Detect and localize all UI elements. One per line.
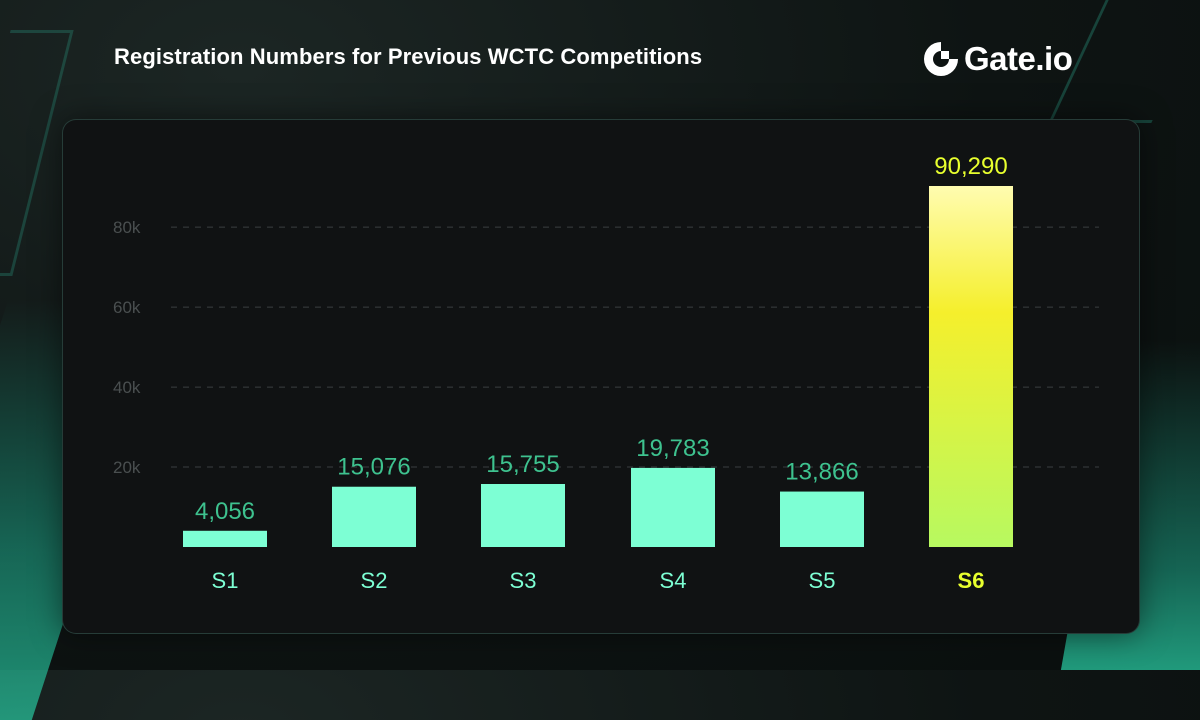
value-label: 4,056 [195,498,255,525]
value-label: 19,783 [636,435,709,462]
category-label: S1 [212,568,239,593]
brand-name: Gate.io [964,40,1073,77]
category-label: S3 [510,568,537,593]
brand-logo: Gate.io [922,38,1073,80]
y-tick-label: 80k [113,218,141,237]
bar-chart: 20k 40k 60k 80k 4,056 S1 15,076 S2 15,755 S3 19,7… [113,153,1099,593]
category-label: S2 [361,568,388,593]
gate-logo-icon [924,42,958,76]
bar-s2 [332,486,416,547]
category-label: S4 [660,568,687,593]
category-label: S6 [958,568,985,593]
y-tick-label: 20k [113,458,141,477]
bar-s1 [183,530,267,547]
category-label: S5 [809,568,836,593]
y-tick-label: 60k [113,298,141,317]
value-label: 15,076 [337,454,410,481]
bar-s5 [780,491,864,547]
value-label: 15,755 [486,451,559,478]
bar-s6 [929,186,1013,547]
value-label: 13,866 [785,459,858,486]
value-label: 90,290 [934,153,1007,180]
chart-panel: 20k 40k 60k 80k 4,056 S1 15,076 S2 15,755 S3 19,7… [62,119,1140,634]
bar-s3 [481,484,565,547]
y-tick-label: 40k [113,378,141,397]
chart-title: Registration Numbers for Previous WCTC C… [114,44,703,69]
bar-s4 [631,467,715,547]
